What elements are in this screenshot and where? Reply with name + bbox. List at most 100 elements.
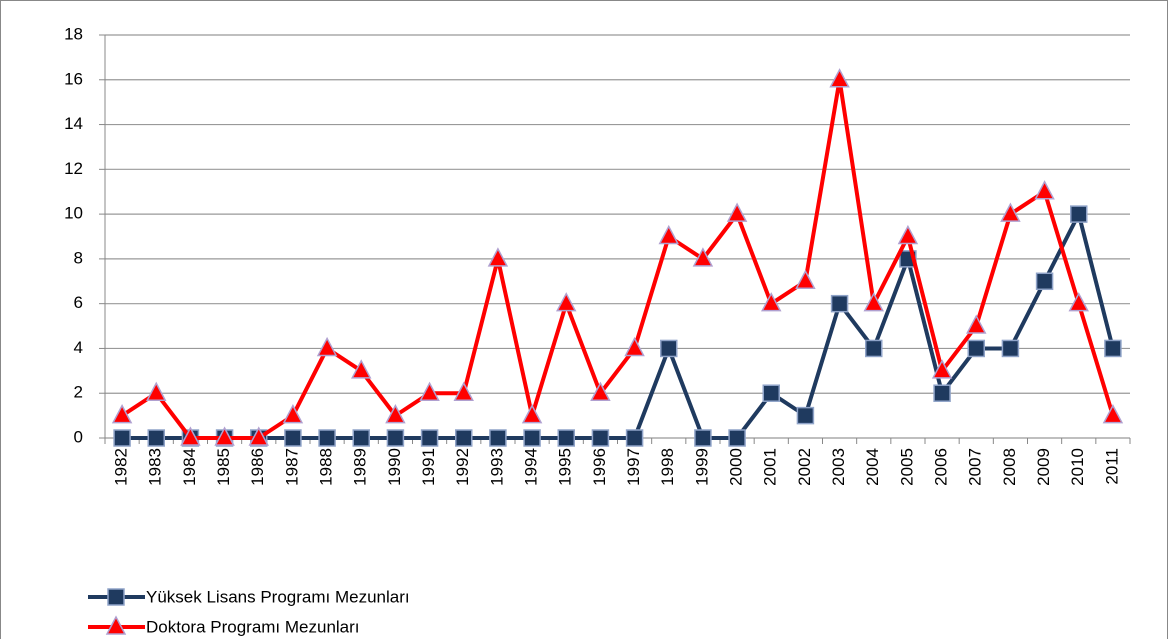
y-tick-label: 8 bbox=[74, 248, 83, 267]
marker bbox=[967, 339, 985, 358]
marker bbox=[863, 292, 884, 312]
x-tick-label: 1987 bbox=[282, 448, 301, 486]
x-tick-label: 2004 bbox=[863, 448, 882, 486]
marker bbox=[1034, 180, 1055, 200]
marker bbox=[761, 292, 782, 312]
marker bbox=[1070, 205, 1088, 223]
marker bbox=[726, 202, 748, 222]
marker bbox=[692, 247, 714, 267]
marker bbox=[419, 381, 440, 401]
marker bbox=[146, 381, 167, 401]
marker bbox=[796, 406, 815, 425]
marker bbox=[557, 429, 575, 447]
marker bbox=[453, 381, 474, 401]
x-tick-label: 1982 bbox=[112, 448, 131, 486]
x-tick-label: 2006 bbox=[932, 448, 951, 486]
x-tick-label: 1996 bbox=[590, 448, 609, 486]
y-tick-label: 2 bbox=[74, 383, 83, 402]
marker bbox=[352, 429, 370, 447]
marker bbox=[420, 429, 439, 447]
marker bbox=[487, 247, 509, 267]
x-tick-label: 2002 bbox=[795, 448, 814, 486]
marker bbox=[762, 384, 780, 402]
marker bbox=[865, 339, 883, 358]
legend-label: Yüksek Lisans Programı Mezunları bbox=[146, 587, 410, 606]
marker bbox=[795, 269, 816, 290]
x-tick-label: 2010 bbox=[1068, 448, 1087, 486]
x-tick-label: 1995 bbox=[556, 448, 575, 486]
y-tick-label: 18 bbox=[64, 24, 83, 43]
y-tick-label: 4 bbox=[74, 338, 83, 357]
marker bbox=[1068, 292, 1089, 312]
marker bbox=[897, 224, 919, 245]
x-tick-label: 1994 bbox=[522, 448, 541, 486]
x-tick-label: 1986 bbox=[248, 448, 267, 486]
legend-marker bbox=[105, 615, 127, 635]
marker bbox=[1001, 339, 1020, 358]
marker bbox=[1102, 404, 1124, 424]
marker bbox=[113, 429, 131, 447]
marker bbox=[830, 294, 849, 313]
marker bbox=[625, 429, 644, 447]
x-tick-label: 2007 bbox=[966, 448, 985, 486]
legend-marker bbox=[107, 588, 125, 606]
marker bbox=[933, 384, 951, 402]
x-tick-label: 1990 bbox=[385, 448, 404, 486]
marker bbox=[1000, 202, 1021, 222]
marker bbox=[591, 429, 610, 447]
marker bbox=[282, 404, 304, 424]
marker bbox=[521, 404, 543, 424]
y-tick-label: 10 bbox=[64, 204, 83, 223]
marker bbox=[694, 429, 712, 447]
x-tick-label: 1989 bbox=[351, 448, 370, 486]
x-tick-label: 1983 bbox=[146, 448, 165, 486]
x-tick-label: 2005 bbox=[897, 448, 916, 486]
x-tick-label: 1999 bbox=[692, 448, 711, 486]
x-tick-label: 1998 bbox=[658, 448, 677, 486]
marker bbox=[658, 224, 679, 245]
x-tick-label: 2003 bbox=[829, 448, 848, 486]
marker bbox=[931, 359, 953, 379]
marker bbox=[386, 429, 405, 447]
x-tick-label: 1997 bbox=[624, 448, 643, 486]
marker bbox=[180, 426, 201, 446]
marker bbox=[1104, 339, 1122, 358]
x-tick-label: 1993 bbox=[487, 448, 506, 486]
x-tick-label: 1991 bbox=[419, 448, 438, 486]
marker bbox=[248, 426, 269, 446]
marker bbox=[214, 426, 235, 446]
y-tick-label: 0 bbox=[74, 427, 83, 446]
marker bbox=[316, 336, 338, 357]
y-tick-label: 12 bbox=[64, 159, 83, 178]
x-tick-label: 1985 bbox=[214, 448, 233, 486]
marker bbox=[728, 429, 746, 447]
x-tick-label: 2009 bbox=[1034, 448, 1053, 486]
marker bbox=[284, 429, 302, 447]
marker bbox=[523, 429, 541, 447]
marker bbox=[147, 429, 165, 447]
x-tick-label: 2000 bbox=[727, 448, 746, 486]
marker bbox=[385, 404, 406, 424]
y-tick-label: 16 bbox=[64, 69, 83, 88]
marker bbox=[351, 359, 372, 379]
x-tick-label: 2011 bbox=[1102, 448, 1121, 485]
y-tick-label: 6 bbox=[74, 293, 83, 312]
marker bbox=[455, 429, 473, 447]
marker bbox=[1035, 272, 1054, 291]
marker bbox=[111, 404, 133, 424]
marker bbox=[556, 292, 577, 312]
x-tick-label: 1988 bbox=[317, 448, 336, 486]
y-tick-label: 14 bbox=[64, 114, 83, 133]
legend-label: Doktora Programı Mezunları bbox=[146, 617, 360, 636]
x-tick-label: 1984 bbox=[180, 448, 199, 486]
marker bbox=[966, 314, 987, 334]
x-tick-label: 1992 bbox=[453, 448, 472, 486]
marker bbox=[624, 336, 645, 357]
marker bbox=[829, 68, 850, 88]
marker bbox=[660, 339, 678, 358]
marker bbox=[489, 429, 507, 447]
x-tick-label: 2008 bbox=[1000, 448, 1019, 486]
x-tick-label: 2001 bbox=[761, 448, 780, 486]
